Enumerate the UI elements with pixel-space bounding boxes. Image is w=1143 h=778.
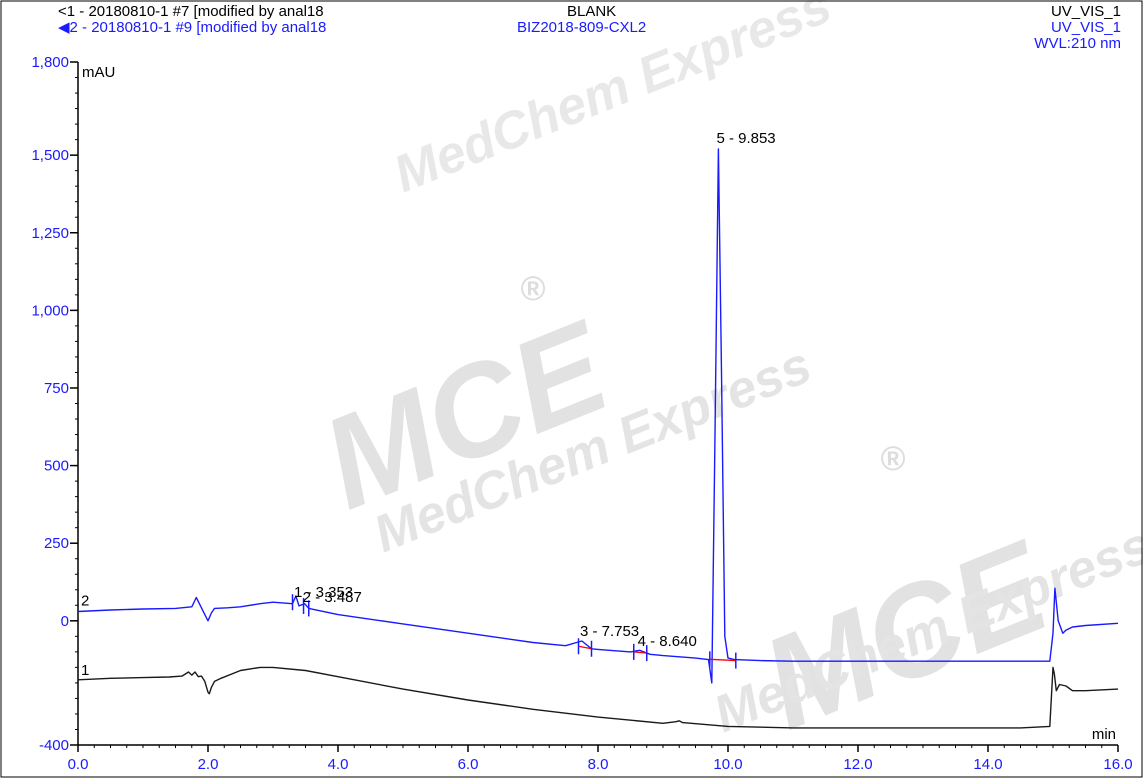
- trace2-sample: BIZ2018-809-CXL2: [517, 19, 647, 36]
- y-tick-label: 1,250: [31, 225, 69, 242]
- x-axis-label: min: [1092, 726, 1116, 743]
- trace2-marker-icon: ◀: [58, 19, 70, 36]
- integration-baseline: [709, 658, 736, 662]
- peak-label: 2 - 3.487: [303, 589, 362, 606]
- wavelength-label: WVL:210 nm: [1034, 35, 1121, 52]
- x-tick-label: 4.0: [328, 756, 349, 773]
- x-tick-label: 6.0: [458, 756, 479, 773]
- trace-number-label: 1: [81, 662, 89, 679]
- trace2-channel: UV_VIS_1: [1050, 19, 1121, 36]
- y-tick-label: 0: [61, 613, 69, 630]
- x-tick-label: 10.0: [713, 756, 742, 773]
- x-tick-label: 2.0: [198, 756, 219, 773]
- x-tick-label: 14.0: [973, 756, 1002, 773]
- x-tick-label: 8.0: [588, 756, 609, 773]
- integration-baseline: [578, 645, 592, 650]
- y-axis-label: mAU: [82, 64, 115, 81]
- y-tick-label: 1,500: [31, 147, 69, 164]
- x-tick-label: 16.0: [1103, 756, 1132, 773]
- series-line-2: [77, 148, 1119, 684]
- y-tick-label: 250: [44, 535, 69, 552]
- x-tick-label: 12.0: [843, 756, 872, 773]
- trace1-channel: UV_VIS_1: [1050, 3, 1121, 20]
- peak-label: 3 - 7.753: [580, 623, 639, 640]
- y-tick-label: -400: [39, 737, 69, 754]
- trace1-marker-icon: <: [58, 3, 67, 20]
- y-tick-label: 1,000: [31, 302, 69, 319]
- trace1-header: <1 - 20180810-1 #7 [modified by anal18: [58, 4, 324, 20]
- y-tick-label: 1,800: [31, 54, 69, 71]
- peak-label: 1 - 3.353: [294, 584, 353, 601]
- peak-label: 5 - 9.853: [716, 130, 775, 147]
- trace-number-label: 2: [81, 592, 89, 609]
- y-tick-label: 500: [44, 458, 69, 475]
- y-tick-label: 750: [44, 380, 69, 397]
- trace2-label: 2 - 20180810-1 #9 [modified by anal18: [69, 19, 327, 36]
- trace1-sample: BLANK: [567, 3, 617, 20]
- trace1-label: 1 - 20180810-1 #7 [modified by anal18: [66, 3, 324, 20]
- peak-label: 4 - 8.640: [638, 633, 697, 650]
- series-line-1: [77, 666, 1119, 729]
- integration-baseline: [633, 651, 647, 654]
- x-tick-label: 0.0: [68, 756, 89, 773]
- trace2-header: ◀2 - 20180810-1 #9 [modified by anal18: [58, 20, 326, 36]
